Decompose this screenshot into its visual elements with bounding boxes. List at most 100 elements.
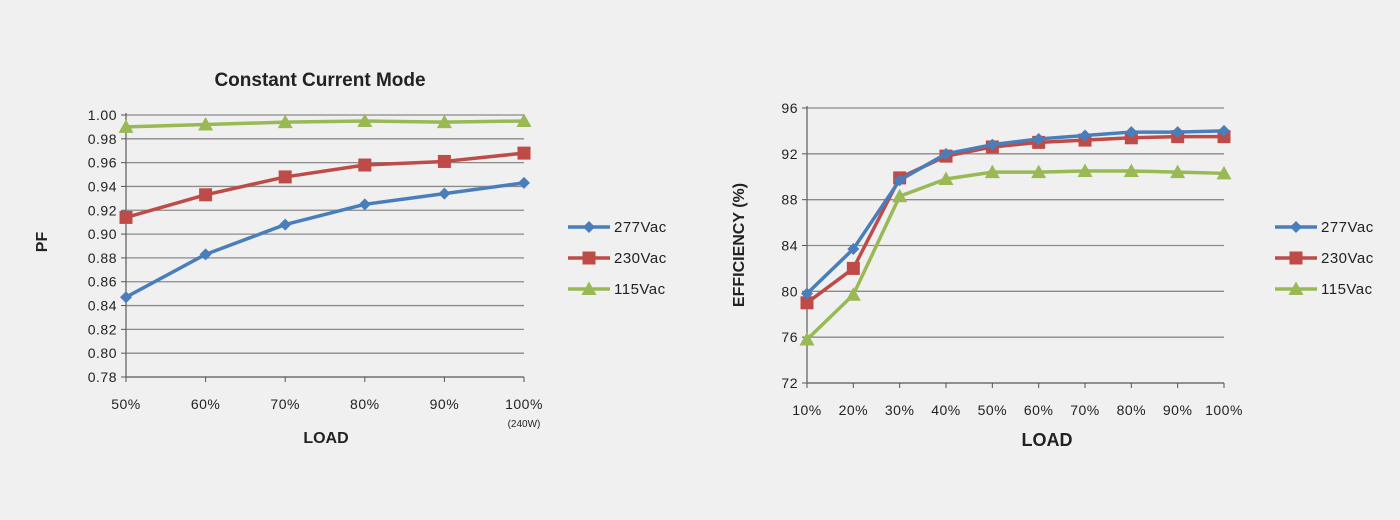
pf-chart-series-line-230Vac [125,151,525,220]
efficiency-chart-data-point-230Vac [846,261,860,275]
pf-chart-data-point-230Vac [437,154,451,168]
pf-chart-data-point-277Vac [518,176,530,189]
efficiency-chart-y-axis-title: EFFICIENCY (%) [731,183,748,307]
efficiency-chart-data-point-115Vac [1077,163,1093,178]
efficiency-chart-data-point-115Vac [938,171,954,186]
pf-chart-x-axis-title: LOAD [303,430,348,447]
pf-chart-legend-label: 277Vac [614,219,667,236]
pf-chart-y-tick-label: 0.86 [88,274,117,290]
pf-chart-data-point-277Vac [279,218,292,231]
efficiency-chart-x-tick-label: 50% [978,402,1008,418]
pf-chart-y-tick-label: 0.80 [88,345,117,361]
efficiency-chart-data-point-115Vac [1031,164,1047,179]
efficiency-chart-data-point-277Vac [1032,132,1045,145]
pf-chart-legend-label: 230Vac [614,250,667,267]
efficiency-chart-data-point-115Vac [1170,164,1186,179]
pf-chart-x-tick-label: 60% [191,396,221,412]
efficiency-chart-data-point-115Vac [799,331,815,346]
pf-chart-data-point-230Vac [278,170,292,184]
efficiency-chart-data-point-277Vac [986,138,999,151]
efficiency-chart: 96 92 88 84 80 76 72 10% 20% 30% 40% 50% 60% 70% 80% 90… [731,100,1374,450]
pf-chart-data-point-115Vac [118,119,134,133]
pf-chart-y-tick-label: 0.90 [88,226,117,242]
pf-chart-y-tick-label: 0.96 [88,155,117,171]
efficiency-chart-x-tick-label: 100% [1205,402,1243,418]
efficiency-chart-x-tick-label: 60% [1024,402,1054,418]
efficiency-chart-legend-label: 230Vac [1321,250,1374,267]
efficiency-chart-data-point-115Vac [845,287,861,301]
efficiency-chart-data-point-115Vac [1123,163,1139,178]
efficiency-chart-x-tick-label: 90% [1163,402,1193,418]
pf-chart-legend-label: 115Vac [614,281,666,298]
pf-chart-x-tick-label: 100% [505,396,543,412]
efficiency-chart-data-point-277Vac [893,174,906,187]
pf-chart-series-line-115Vac [125,119,525,129]
pf-chart-data-point-115Vac [198,117,214,131]
pf-chart-x-tick-note: (240W) [508,419,541,430]
pf-chart-data-point-115Vac [277,114,293,129]
pf-chart-x-tick-label: 50% [111,396,141,412]
pf-chart-data-point-230Vac [517,146,531,160]
pf-chart-y-tick-label: 0.94 [88,178,117,194]
pf-chart-legend-marker-230Vac [582,251,596,265]
efficiency-chart-x-axis-title: LOAD [1022,430,1073,450]
efficiency-chart-data-point-277Vac [1218,124,1230,137]
pf-chart-x-tick-label: 90% [430,396,460,412]
pf-chart-y-axis-title: PF [34,232,51,253]
efficiency-chart-y-tick-label: 80 [781,283,798,299]
pf-chart: Constant Current Mode 1.00 0.98 0.96 0.94 0.… [34,70,667,447]
efficiency-chart-series-line-230Vac [805,134,1224,305]
efficiency-chart-legend-marker-230Vac [1289,251,1303,265]
efficiency-chart-data-point-277Vac [801,287,813,300]
efficiency-chart-data-point-277Vac [1171,126,1184,139]
pf-chart-data-point-277Vac [199,248,212,261]
efficiency-chart-data-point-277Vac [847,242,860,255]
efficiency-chart-data-point-277Vac [1125,126,1138,139]
efficiency-chart-data-point-277Vac [1079,129,1091,142]
pf-chart-legend-marker-115Vac [581,281,597,295]
pf-chart-title: Constant Current Mode [214,70,425,91]
efficiency-chart-x-tick-label: 40% [931,402,961,418]
efficiency-chart-legend-label: 115Vac [1321,281,1373,298]
efficiency-chart-data-point-230Vac [800,296,814,310]
efficiency-chart-x-tick-label: 80% [1117,402,1147,418]
efficiency-chart-legend-label: 277Vac [1321,219,1374,236]
efficiency-chart-y-tick-label: 76 [781,329,798,345]
efficiency-chart-data-point-115Vac [892,188,908,203]
pf-chart-data-point-230Vac [358,158,372,172]
efficiency-chart-legend-marker-115Vac [1288,281,1304,295]
efficiency-chart-y-tick-label: 88 [781,192,798,208]
pf-chart-x-tick-label: 80% [350,396,380,412]
pf-chart-y-tick-label: 0.92 [88,202,117,218]
efficiency-chart-x-tick-label: 70% [1070,402,1100,418]
efficiency-chart-series-line-277Vac [805,129,1225,295]
pf-chart-y-tick-label: 0.82 [88,321,117,337]
pf-chart-data-point-277Vac [438,187,451,200]
pf-chart-y-tick-label: 0.78 [88,369,117,385]
efficiency-chart-y-tick-label: 84 [781,238,798,254]
pf-chart-data-point-115Vac [516,113,532,127]
pf-chart-y-tick-label: 1.00 [88,107,117,123]
pf-chart-data-point-115Vac [436,114,452,129]
efficiency-chart-x-tick-label: 20% [839,402,869,418]
pf-chart-x-tick-label: 70% [270,396,300,412]
pf-chart-data-point-277Vac [120,291,132,304]
efficiency-chart-legend-marker-277Vac [1290,221,1302,233]
efficiency-chart-x-tick-label: 30% [885,402,915,418]
efficiency-chart-y-tick-label: 72 [781,375,798,391]
pf-chart-data-point-230Vac [199,188,213,202]
efficiency-chart-data-point-115Vac [984,164,1000,179]
pf-chart-data-point-230Vac [119,210,133,224]
pf-chart-y-tick-label: 0.98 [88,131,117,147]
pf-chart-y-tick-label: 0.84 [88,298,117,314]
efficiency-chart-y-tick-label: 92 [781,146,798,162]
efficiency-chart-y-tick-label: 96 [781,100,798,116]
pf-chart-data-point-115Vac [357,113,373,127]
pf-chart-y-tick-label: 0.88 [88,250,117,266]
efficiency-chart-data-point-277Vac [940,147,952,160]
pf-chart-legend-marker-277Vac [583,221,595,233]
pf-chart-data-point-277Vac [358,198,371,211]
pf-chart-series-line-277Vac [125,181,525,299]
efficiency-chart-data-point-115Vac [1216,165,1232,180]
